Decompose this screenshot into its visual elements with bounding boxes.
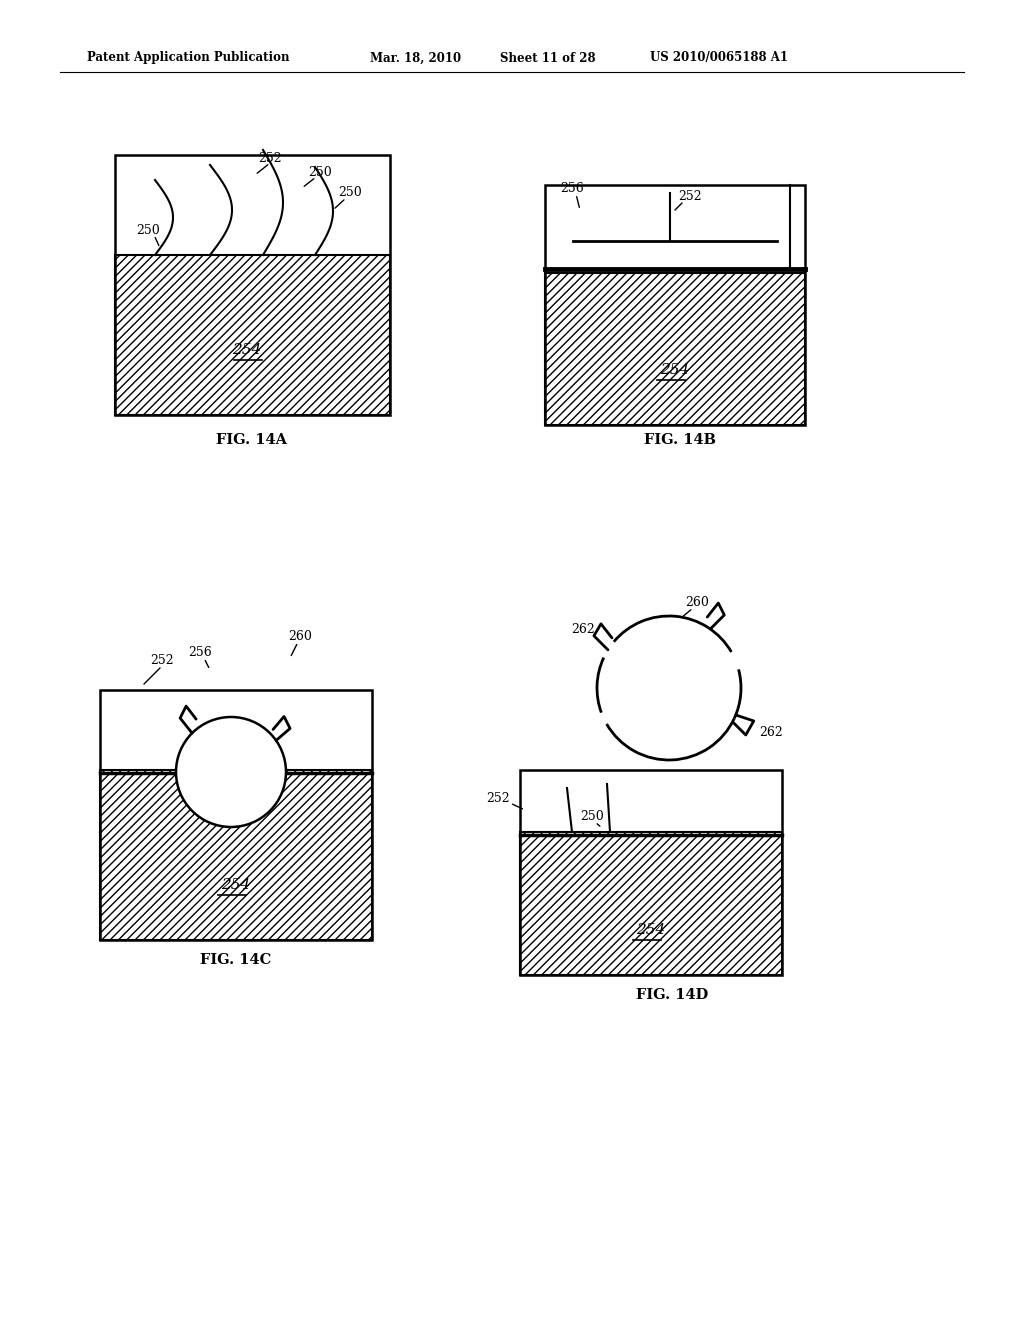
Bar: [520, 770, 782, 975]
Text: 256: 256: [560, 181, 584, 194]
Bar: [115, 154, 390, 414]
Text: 260: 260: [685, 595, 709, 609]
Bar: [115, 255, 390, 414]
Text: 262: 262: [759, 726, 782, 739]
Text: FIG. 14A: FIG. 14A: [216, 433, 288, 447]
Text: 256: 256: [188, 645, 212, 659]
Text: 260: 260: [288, 630, 312, 643]
Text: 254: 254: [660, 363, 689, 378]
Text: 252: 252: [151, 653, 174, 667]
Text: 262: 262: [571, 623, 595, 636]
Text: 250: 250: [308, 165, 332, 178]
Text: 250: 250: [581, 809, 604, 822]
Text: 252: 252: [678, 190, 701, 202]
Text: 252: 252: [486, 792, 510, 804]
Text: FIG. 14D: FIG. 14D: [636, 987, 709, 1002]
Text: 254: 254: [636, 923, 666, 937]
Text: Patent Application Publication: Patent Application Publication: [87, 51, 290, 65]
Bar: [545, 273, 805, 425]
Bar: [545, 185, 805, 425]
Text: 252: 252: [258, 152, 282, 165]
Bar: [100, 690, 372, 940]
Bar: [520, 832, 782, 975]
Text: 250: 250: [338, 186, 361, 199]
Text: FIG. 14C: FIG. 14C: [201, 953, 271, 968]
Text: US 2010/0065188 A1: US 2010/0065188 A1: [650, 51, 788, 65]
Text: 254: 254: [221, 878, 251, 892]
Bar: [100, 770, 372, 940]
Text: Sheet 11 of 28: Sheet 11 of 28: [500, 51, 596, 65]
Text: FIG. 14B: FIG. 14B: [644, 433, 716, 447]
Circle shape: [176, 717, 286, 828]
Text: 254: 254: [232, 343, 261, 356]
Text: Mar. 18, 2010: Mar. 18, 2010: [370, 51, 461, 65]
Text: 250: 250: [136, 223, 160, 236]
